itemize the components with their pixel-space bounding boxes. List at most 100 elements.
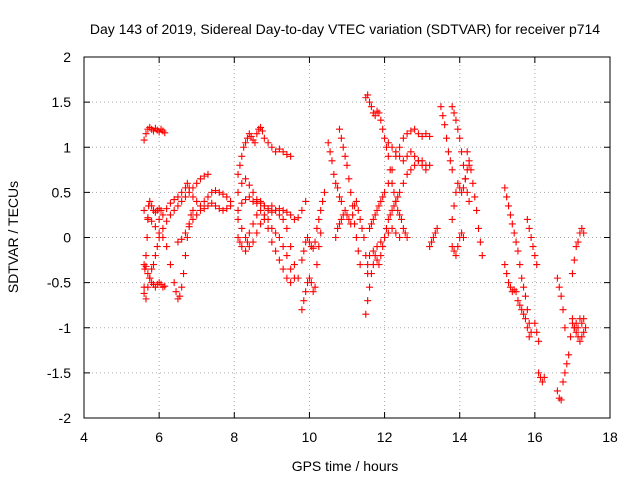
data-point-marker [456, 134, 464, 142]
data-point-marker [242, 247, 250, 255]
data-point-marker [161, 282, 169, 290]
data-point-marker [429, 234, 437, 241]
data-point-marker [317, 206, 325, 214]
data-point-marker [514, 297, 522, 305]
data-point-marker [181, 252, 189, 260]
data-point-marker [343, 161, 351, 169]
data-point-marker [279, 148, 287, 156]
data-point-marker [439, 112, 447, 120]
series-arc-ah [553, 360, 571, 404]
series-arc-h [234, 123, 295, 178]
data-point-marker [196, 206, 204, 214]
data-point-marker [572, 243, 580, 251]
data-point-marker [268, 238, 276, 246]
data-point-marker [290, 261, 298, 269]
data-point-marker [396, 211, 404, 219]
data-point-marker [428, 238, 436, 246]
data-point-marker [330, 170, 338, 178]
data-point-marker [287, 265, 295, 273]
series-arc-g [174, 199, 235, 246]
data-point-marker [384, 139, 392, 147]
data-point-marker [311, 283, 319, 291]
x-tick-label: 16 [527, 429, 543, 445]
data-point-marker [242, 139, 250, 147]
data-point-marker [204, 193, 212, 201]
data-point-marker [392, 148, 400, 156]
data-point-marker [155, 229, 163, 237]
data-point-marker [180, 270, 188, 278]
data-point-marker [290, 215, 298, 223]
x-tick-label: 14 [452, 429, 468, 445]
data-point-marker [347, 188, 355, 196]
data-point-marker [335, 220, 343, 228]
data-point-marker [181, 193, 189, 201]
data-point-marker [144, 283, 152, 291]
data-point-marker [290, 274, 298, 282]
data-point-marker [255, 125, 263, 133]
data-point-marker [140, 261, 148, 269]
data-point-marker [302, 288, 310, 296]
data-point-marker [501, 261, 509, 269]
data-point-marker [161, 129, 169, 137]
data-point-marker [422, 166, 430, 174]
data-point-marker [332, 234, 340, 241]
data-point-marker [339, 143, 347, 151]
data-point-marker [144, 270, 152, 278]
data-point-marker [283, 224, 291, 232]
data-point-marker [535, 369, 543, 377]
data-point-marker [249, 188, 257, 196]
data-point-marker [307, 279, 315, 287]
data-point-marker [238, 152, 246, 160]
data-point-marker [183, 179, 191, 187]
data-point-marker [476, 238, 484, 246]
data-point-marker [337, 197, 345, 205]
data-point-marker [454, 243, 462, 251]
data-point-marker [568, 270, 576, 278]
data-point-marker [426, 132, 434, 140]
data-point-marker [174, 193, 182, 201]
data-point-marker [349, 202, 357, 210]
data-point-marker [257, 206, 265, 214]
data-point-marker [313, 261, 321, 269]
x-axis-ticks: 4 6 8 10 12 14 16 18 [80, 57, 618, 445]
data-point-marker [411, 125, 419, 133]
data-point-marker [189, 215, 197, 223]
data-point-marker [151, 252, 159, 260]
series-arc-q [335, 125, 364, 269]
series-arc-ag [553, 274, 569, 332]
data-point-marker [531, 252, 539, 260]
data-point-marker [275, 234, 283, 241]
data-point-marker [390, 202, 398, 210]
series-arc-k [234, 215, 298, 287]
data-point-marker [396, 152, 404, 160]
data-point-marker [144, 214, 152, 222]
data-point-marker [364, 261, 372, 269]
data-point-marker [386, 211, 394, 219]
data-point-marker [506, 211, 514, 219]
data-point-marker [163, 205, 171, 213]
data-point-marker [580, 315, 588, 323]
data-point-marker [379, 125, 387, 133]
data-point-marker [512, 288, 520, 296]
data-point-marker [298, 256, 306, 264]
data-point-marker [364, 91, 372, 99]
y-tick-label: 1.5 [52, 94, 72, 110]
data-point-marker [392, 197, 400, 205]
data-point-marker [142, 252, 150, 260]
data-point-marker [362, 310, 370, 318]
data-point-marker [458, 229, 466, 237]
data-point-marker [399, 224, 407, 232]
data-point-marker [151, 223, 159, 231]
data-point-marker [163, 243, 171, 251]
data-point-marker [341, 152, 349, 160]
data-point-marker [505, 202, 513, 210]
series-arc-p [332, 197, 372, 278]
data-point-marker [219, 206, 227, 214]
data-point-marker [275, 205, 283, 213]
data-point-marker [234, 215, 242, 223]
data-point-marker [236, 238, 244, 246]
data-point-marker [356, 215, 364, 223]
data-point-marker [461, 175, 469, 183]
data-point-marker [249, 220, 257, 228]
data-point-marker [249, 197, 257, 205]
